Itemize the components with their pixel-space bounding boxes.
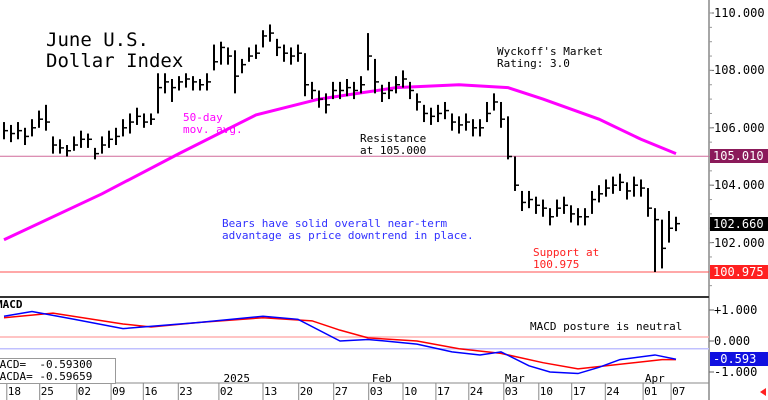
bears-annotation: Bears have solid overall near-term advant… — [222, 218, 474, 242]
macd-value-badge: -0.593 — [710, 352, 768, 367]
wyckoff-line1: Wyckoff's Market — [497, 45, 603, 58]
resistance-price-badge: 105.010 — [710, 149, 768, 164]
date-label: 07 — [672, 385, 686, 398]
macd-tick-label: -1.000 — [714, 365, 758, 379]
macd-tick-label: 0.000 — [714, 334, 751, 348]
month-label: 2025 — [223, 372, 251, 385]
date-label: 13 — [264, 385, 278, 398]
date-label: 18 — [7, 385, 22, 398]
price-tick-label: 106.000 — [714, 120, 765, 135]
price-tick-label: 104.000 — [714, 178, 765, 193]
bears-line1: Bears have solid overall near-term — [222, 217, 448, 230]
wyckoff-annotation: Wyckoff's Market Rating: 3.0 — [497, 46, 603, 70]
price-tick-label: 102.000 — [714, 235, 765, 250]
date-label: 03 — [504, 385, 519, 398]
date-label: 09 — [112, 385, 126, 398]
title-line-2: Dollar Index — [46, 50, 184, 72]
ma50-label: 50-day mov. avg. — [183, 112, 243, 136]
macd-note: MACD posture is neutral — [530, 320, 683, 333]
date-label: 23 — [179, 385, 193, 398]
price-tick-label: 108.000 — [714, 63, 765, 78]
bears-line2: advantage as price downtrend in place. — [222, 229, 474, 242]
support-line2: 100.975 — [533, 258, 580, 271]
date-label: 02 — [219, 385, 234, 398]
macd-title: MACD — [0, 298, 23, 311]
date-label: 10 — [404, 385, 418, 398]
date-label: 24 — [469, 385, 484, 398]
macda-readout-label: MACDA= — [0, 370, 33, 383]
date-label: 03 — [369, 385, 383, 398]
month-label: Feb — [371, 372, 392, 385]
price-tick-label: 110.000 — [714, 6, 765, 20]
support-line1: Support at — [533, 246, 600, 259]
ma50-label-line2: mov. avg. — [183, 123, 243, 136]
support-price-badge: 100.975 — [710, 265, 768, 280]
date-label: 02 — [77, 385, 92, 398]
wyckoff-line2: Rating: 3.0 — [497, 57, 570, 70]
ma50-label-line1: 50-day — [183, 111, 223, 124]
macd-tick-label: +1.000 — [714, 303, 758, 317]
date-label: 24 — [606, 385, 620, 398]
month-label: Apr — [644, 372, 665, 385]
date-label: 17 — [572, 385, 586, 398]
resistance-line2: at 105.000 — [360, 144, 427, 157]
resistance-annotation: Resistance at 105.000 — [360, 133, 426, 157]
macd-signal-line — [3, 312, 676, 370]
scroll-arrow-icon — [760, 388, 766, 396]
chart-title: June U.S. Dollar Index — [46, 30, 183, 72]
macd-line — [3, 310, 677, 375]
last-price-badge: 102.660 — [710, 216, 768, 231]
macd-readout-value: -0.59300 — [39, 358, 93, 371]
macda-readout-value: -0.59659 — [39, 370, 93, 383]
date-label: 01 — [644, 385, 658, 398]
month-label: Mar — [504, 372, 525, 385]
resistance-line1: Resistance — [360, 132, 427, 145]
date-label: 25 — [40, 385, 54, 398]
date-label: 10 — [539, 385, 554, 398]
ma50-line — [3, 83, 677, 242]
date-label: 16 — [144, 385, 158, 398]
macd-readout-label: MACD= — [0, 358, 27, 371]
date-label: 27 — [334, 385, 348, 398]
title-line-1: June U.S. — [46, 29, 149, 51]
date-label: 17 — [436, 385, 451, 398]
support-annotation: Support at 100.975 — [533, 247, 599, 271]
date-label: 20 — [299, 385, 313, 398]
macd-readout: MACD= -0.59300 MACDA= -0.59659 — [0, 358, 116, 384]
